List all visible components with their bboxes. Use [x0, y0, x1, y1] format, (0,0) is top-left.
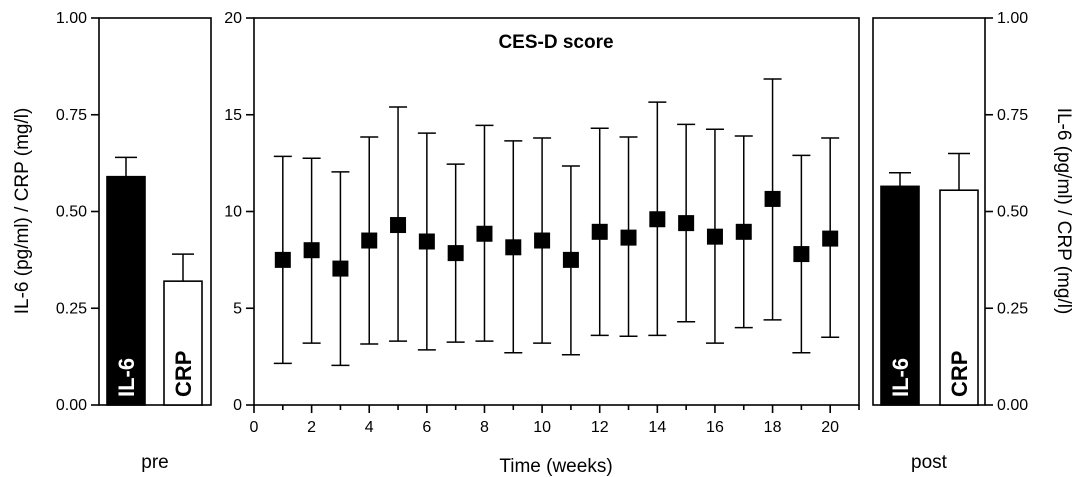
data-point-week-11: [562, 251, 579, 268]
main-x-tick-label: 4: [365, 419, 374, 436]
data-point-week-2: [303, 242, 320, 259]
main-x-tick-label: 12: [591, 419, 609, 436]
main-panel: 0 5 10 15 20 0 2 4 6 8 10 12 14 16 18 20 CES-D score T…: [224, 10, 860, 477]
post-y-axis: 0.00 0.25 0.50 0.75 1.00: [985, 10, 1028, 414]
post-bar-il-6: [880, 185, 920, 406]
post-y-tick-label: 0.50: [997, 204, 1028, 221]
data-point-week-14: [649, 211, 666, 228]
data-point-week-19: [793, 246, 810, 263]
data-point-week-7: [447, 245, 464, 262]
post-y-label: IL-6 (pg/ml) / CRP (mg/l): [1053, 108, 1074, 315]
main-x-label: Time (weeks): [499, 456, 612, 477]
main-y-axis: 0 5 10 15 20: [224, 10, 254, 414]
data-point-week-4: [361, 232, 378, 249]
post-y-tick-label: 0.00: [997, 397, 1028, 414]
data-point-week-13: [620, 229, 637, 246]
post-bar-crp: [939, 189, 979, 406]
pre-bar-il-6: [106, 175, 146, 406]
main-x-tick-label: 10: [533, 419, 551, 436]
main-y-tick-label: 5: [233, 300, 242, 317]
main-y-tick-label: 0: [233, 397, 242, 414]
data-point-week-18: [764, 190, 781, 207]
data-point-week-20: [822, 230, 839, 247]
post-x-label: post: [911, 452, 948, 473]
data-point-week-3: [332, 260, 349, 277]
pre-panel: 0.00 0.25 0.50 0.75 1.00 IL-6 CRP pre IL-6 (p…: [12, 10, 212, 473]
post-panel: 0.00 0.25 0.50 0.75 1.00 IL-6 CRP post IL-6 (…: [872, 10, 1074, 473]
pre-y-tick-label: 1.00: [56, 10, 87, 27]
main-x-tick-label: 2: [307, 419, 316, 436]
post-bar-label: IL-6: [888, 358, 913, 397]
pre-y-tick-label: 0.50: [56, 204, 87, 221]
main-title: CES-D score: [498, 32, 613, 53]
pre-x-label: pre: [141, 452, 168, 473]
main-x-tick-label: 8: [480, 419, 489, 436]
main-y-tick-label: 15: [224, 107, 242, 124]
pre-bar-label: CRP: [171, 351, 196, 397]
pre-y-label: IL-6 (pg/ml) / CRP (mg/l): [12, 108, 33, 315]
main-x-tick-label: 20: [821, 419, 839, 436]
main-y-tick-label: 20: [224, 10, 242, 27]
main-data-points: [273, 78, 840, 367]
data-point-week-6: [418, 233, 435, 250]
pre-y-axis: 0.00 0.25 0.50 0.75 1.00: [56, 10, 99, 414]
pre-y-tick-label: 0.25: [56, 300, 87, 317]
pre-y-tick-label: 0.00: [56, 397, 87, 414]
post-y-tick-label: 0.75: [997, 107, 1028, 124]
pre-y-tick-label: 0.75: [56, 107, 87, 124]
main-x-tick-label: 18: [764, 419, 782, 436]
pre-bar-crp: [163, 280, 203, 406]
pre-bar-label: IL-6: [114, 358, 139, 397]
pre-bars: IL-6 CRP: [106, 156, 203, 406]
main-y-tick-label: 10: [224, 204, 242, 221]
main-x-tick-label: 16: [706, 419, 724, 436]
data-point-week-1: [274, 251, 291, 268]
post-bar-label: CRP: [947, 351, 972, 397]
data-point-week-8: [476, 225, 493, 242]
data-point-week-17: [735, 223, 752, 240]
main-panel-frame: [253, 17, 860, 406]
data-point-week-16: [706, 228, 723, 245]
main-x-tick-label: 0: [250, 419, 259, 436]
main-x-axis: 0 2 4 6 8 10 12 14 16 18 20: [250, 405, 860, 436]
post-y-tick-label: 1.00: [997, 10, 1028, 27]
post-bars: IL-6 CRP: [880, 152, 979, 406]
data-point-week-15: [678, 215, 695, 232]
data-point-week-9: [505, 239, 522, 256]
data-point-week-10: [534, 232, 551, 249]
data-point-week-12: [591, 223, 608, 240]
main-x-tick-label: 6: [422, 419, 431, 436]
data-point-week-5: [390, 217, 407, 234]
post-y-tick-label: 0.25: [997, 300, 1028, 317]
main-x-tick-label: 14: [648, 419, 666, 436]
